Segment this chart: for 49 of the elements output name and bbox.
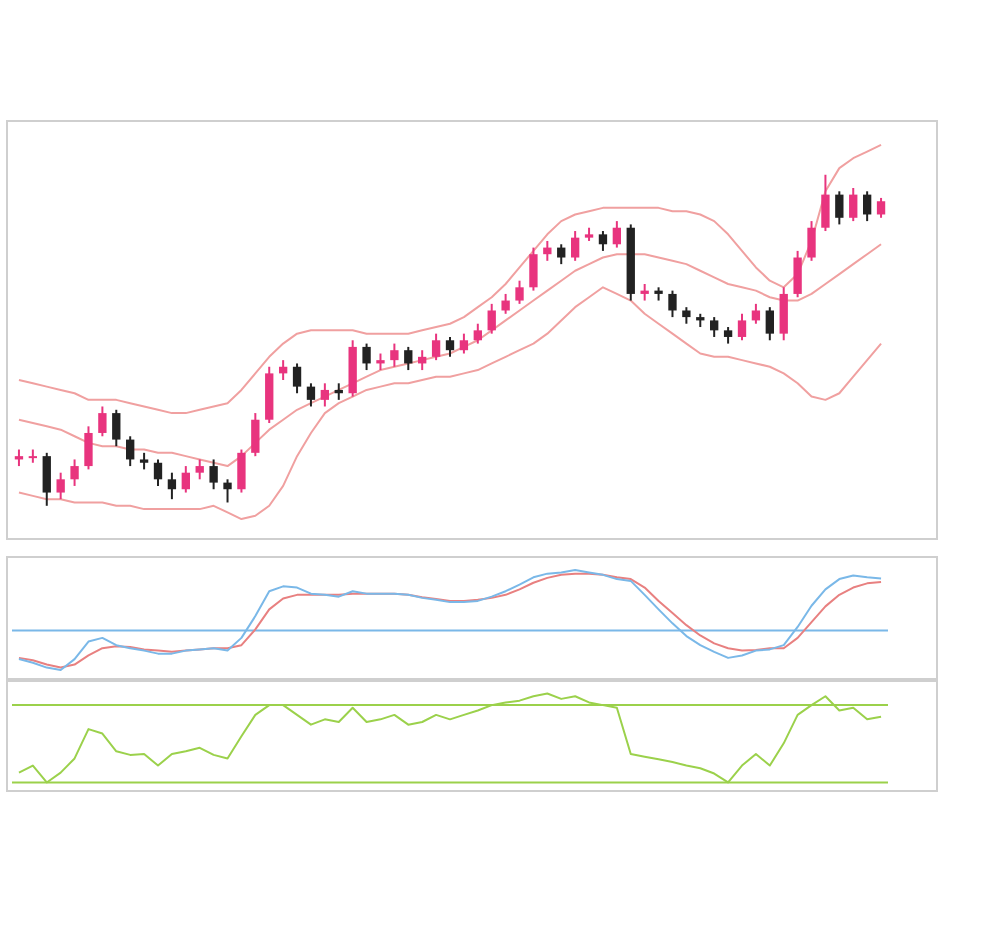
candlestick xyxy=(793,249,802,299)
candlestick xyxy=(265,365,274,425)
candlestick xyxy=(431,332,441,362)
candlestick xyxy=(612,220,622,249)
candlestick xyxy=(501,292,510,315)
candlestick xyxy=(209,458,218,491)
candlestick xyxy=(862,190,872,223)
candlestick xyxy=(835,190,844,226)
candlestick xyxy=(737,312,747,342)
candlestick xyxy=(153,458,163,487)
candlestick xyxy=(320,382,330,408)
candlestick xyxy=(557,243,566,266)
candlestick xyxy=(779,286,788,342)
candlestick xyxy=(751,302,761,325)
candlestick xyxy=(237,448,246,494)
candlestick xyxy=(849,187,858,223)
candlestick xyxy=(362,342,371,372)
candlestick xyxy=(348,339,357,398)
candlestick xyxy=(167,471,177,501)
candlestick xyxy=(181,465,190,494)
candlestick xyxy=(126,435,135,468)
candlestick xyxy=(56,471,65,501)
candlestick xyxy=(459,332,469,355)
candlestick xyxy=(70,458,79,487)
candlestick xyxy=(543,239,552,262)
candlestick xyxy=(98,405,107,438)
candlestick xyxy=(223,478,232,504)
candlestick xyxy=(473,322,482,345)
candlestick xyxy=(292,362,302,395)
candlestick xyxy=(515,279,524,305)
candlestick xyxy=(598,230,608,252)
candlestick xyxy=(390,342,399,368)
candlestick xyxy=(404,345,413,372)
candlestick xyxy=(445,335,455,358)
candlestick xyxy=(84,425,93,471)
candlestick xyxy=(42,451,51,507)
candlestick xyxy=(487,302,496,335)
candlestick xyxy=(668,289,677,319)
candlestick xyxy=(821,173,830,233)
candlestick xyxy=(112,408,121,448)
candlestick xyxy=(251,412,260,458)
candlestick xyxy=(570,230,580,262)
candlestick xyxy=(195,458,204,481)
candlestick xyxy=(306,382,316,408)
candlestick xyxy=(765,306,774,342)
candlestick xyxy=(529,246,538,292)
candlestick xyxy=(876,196,886,219)
candlestick xyxy=(807,220,816,262)
candlestick xyxy=(710,316,719,338)
